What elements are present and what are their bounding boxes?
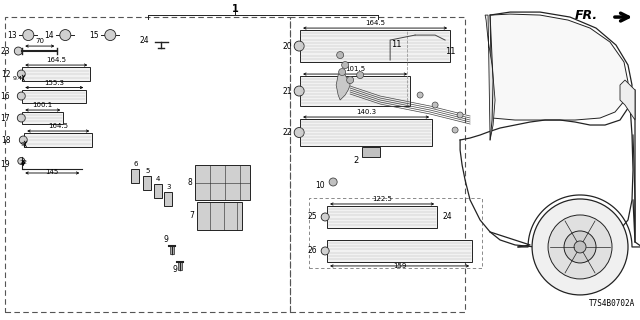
Text: 21: 21	[283, 86, 292, 96]
Circle shape	[452, 127, 458, 133]
Bar	[300, 119, 432, 146]
Text: 155.3: 155.3	[44, 80, 64, 85]
Bar	[195, 165, 250, 200]
Circle shape	[14, 47, 22, 55]
Circle shape	[105, 29, 116, 41]
Circle shape	[60, 29, 71, 41]
Bar	[164, 192, 172, 206]
Text: 14: 14	[45, 31, 54, 40]
Text: 15: 15	[90, 31, 99, 40]
Bar	[197, 202, 242, 230]
Text: 122.5: 122.5	[372, 196, 392, 202]
Circle shape	[294, 41, 304, 51]
Bar	[143, 176, 151, 190]
Text: 11: 11	[391, 40, 401, 49]
Circle shape	[339, 68, 346, 76]
Text: 18: 18	[1, 135, 10, 145]
Circle shape	[23, 29, 34, 41]
Bar	[327, 206, 437, 228]
Bar	[290, 17, 465, 312]
Text: 140.3: 140.3	[356, 109, 376, 115]
Circle shape	[548, 215, 612, 279]
Circle shape	[342, 61, 349, 68]
Text: 23: 23	[1, 46, 10, 56]
Text: 101.5: 101.5	[345, 66, 365, 72]
Text: 3: 3	[166, 184, 170, 190]
Circle shape	[356, 72, 364, 78]
Circle shape	[321, 247, 329, 255]
Circle shape	[18, 157, 25, 164]
Circle shape	[564, 231, 596, 263]
Text: 2: 2	[353, 156, 358, 165]
Circle shape	[417, 92, 423, 98]
Text: 13: 13	[8, 31, 17, 40]
Circle shape	[432, 102, 438, 108]
Circle shape	[321, 213, 329, 221]
Bar	[131, 169, 140, 183]
Bar	[300, 76, 410, 106]
Bar	[170, 246, 174, 254]
Circle shape	[337, 52, 344, 59]
Bar	[22, 112, 63, 124]
Circle shape	[17, 92, 26, 100]
Text: 8: 8	[188, 179, 192, 188]
Text: 26: 26	[308, 246, 317, 255]
Circle shape	[294, 127, 304, 138]
Text: 164.5: 164.5	[48, 123, 68, 129]
Bar	[5, 17, 290, 312]
Text: FR.: FR.	[575, 9, 598, 21]
Circle shape	[347, 76, 354, 84]
Circle shape	[19, 136, 28, 144]
Text: 24: 24	[140, 36, 149, 44]
Circle shape	[294, 86, 304, 96]
Text: 9: 9	[173, 266, 178, 275]
Text: 4: 4	[156, 176, 161, 182]
Text: 24: 24	[442, 212, 452, 221]
Bar	[22, 67, 90, 81]
Polygon shape	[336, 72, 350, 100]
Text: 17: 17	[1, 114, 10, 123]
Bar	[22, 90, 86, 102]
Text: 19: 19	[1, 161, 10, 170]
Text: 10: 10	[316, 181, 325, 190]
Circle shape	[17, 70, 26, 78]
Text: 16: 16	[1, 92, 10, 100]
Text: 20: 20	[282, 42, 292, 51]
Polygon shape	[485, 15, 495, 140]
Text: 164.5: 164.5	[46, 57, 67, 63]
Circle shape	[17, 114, 26, 122]
Text: 159: 159	[393, 263, 406, 269]
Bar	[327, 240, 472, 262]
Text: 5: 5	[145, 168, 149, 174]
Text: 70: 70	[35, 38, 44, 44]
Circle shape	[532, 199, 628, 295]
Bar	[300, 30, 450, 62]
Text: 9: 9	[163, 236, 168, 244]
Bar	[178, 262, 182, 270]
Text: 9.4: 9.4	[12, 76, 22, 81]
Circle shape	[574, 241, 586, 253]
Text: 22: 22	[19, 161, 28, 165]
Text: 12: 12	[1, 69, 10, 78]
Bar	[362, 147, 380, 157]
Text: 22: 22	[283, 128, 292, 137]
Bar	[309, 198, 482, 268]
Text: 1: 1	[232, 4, 239, 14]
Text: 100.1: 100.1	[33, 102, 53, 108]
Text: T7S4B0702A: T7S4B0702A	[589, 299, 635, 308]
Bar	[24, 133, 92, 147]
Text: 25: 25	[308, 212, 317, 221]
Text: 6: 6	[133, 161, 138, 167]
Circle shape	[457, 112, 463, 118]
Circle shape	[329, 178, 337, 186]
Text: 11: 11	[445, 46, 455, 56]
Polygon shape	[620, 80, 635, 120]
Text: 7: 7	[189, 212, 194, 220]
Text: 164.5: 164.5	[365, 20, 385, 26]
Polygon shape	[490, 14, 628, 120]
Bar	[154, 184, 163, 198]
Text: 9: 9	[20, 141, 24, 147]
Text: 145: 145	[45, 169, 59, 175]
